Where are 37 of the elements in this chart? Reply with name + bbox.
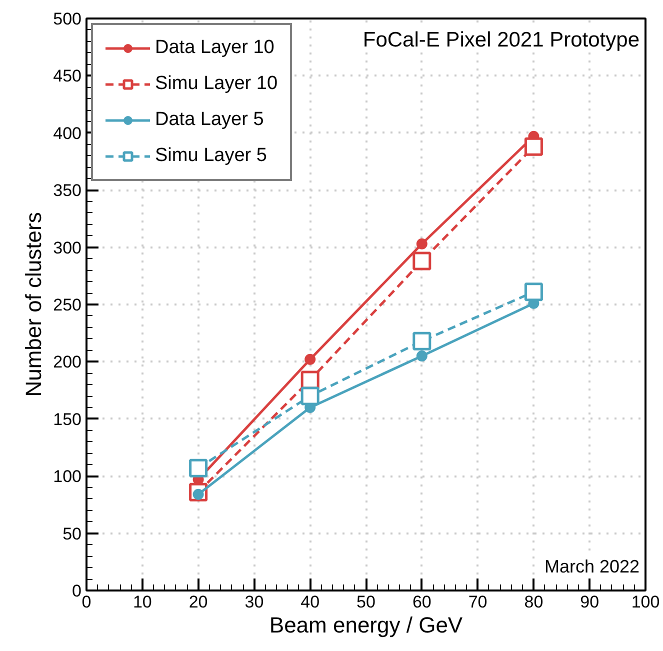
x-tick-label: 60 — [412, 592, 432, 612]
y-tick-label: 150 — [53, 410, 82, 429]
x-tick-label: 100 — [631, 592, 660, 612]
point — [300, 386, 320, 406]
point — [416, 350, 428, 362]
y-tick-label: 300 — [53, 238, 82, 258]
y-tick-label: 350 — [53, 181, 82, 200]
y-tick-label: 400 — [53, 124, 82, 143]
x-tick-label: 50 — [356, 592, 376, 612]
point — [189, 458, 208, 478]
y-tick-label: 450 — [53, 66, 82, 86]
x-tick-label: 10 — [132, 592, 152, 612]
x-tick-label: 30 — [244, 592, 264, 612]
y-axis-title: Number of clusters — [21, 212, 46, 397]
legend-label: Data Layer 5 — [155, 109, 264, 131]
x-tick-label: 70 — [468, 592, 488, 612]
legend-label: Simu Layer 5 — [155, 145, 267, 167]
y-tick-label: 100 — [53, 467, 82, 486]
point — [524, 282, 543, 302]
x-tick-label: 40 — [300, 592, 320, 612]
y-tick-label: 500 — [53, 10, 82, 28]
legend-label: Data Layer 10 — [155, 37, 274, 59]
x-tick-label: 80 — [524, 592, 544, 612]
point — [304, 354, 316, 365]
text: FoCal-E Pixel 2021 Prototype — [362, 28, 640, 52]
point — [416, 238, 428, 250]
point — [412, 332, 432, 350]
y-tick-label: 250 — [53, 296, 82, 314]
point — [412, 252, 432, 270]
x-tick-label: 90 — [580, 592, 600, 612]
y-tick-label: 200 — [53, 352, 82, 372]
legend-label: Simu Layer 10 — [155, 73, 278, 95]
y-tick-label: 50 — [62, 524, 82, 544]
x-axis-title: Beam energy / GeV — [269, 612, 463, 638]
x-tick-label: 20 — [188, 592, 208, 612]
point — [524, 137, 543, 156]
annotation: March 2022 — [544, 556, 640, 576]
